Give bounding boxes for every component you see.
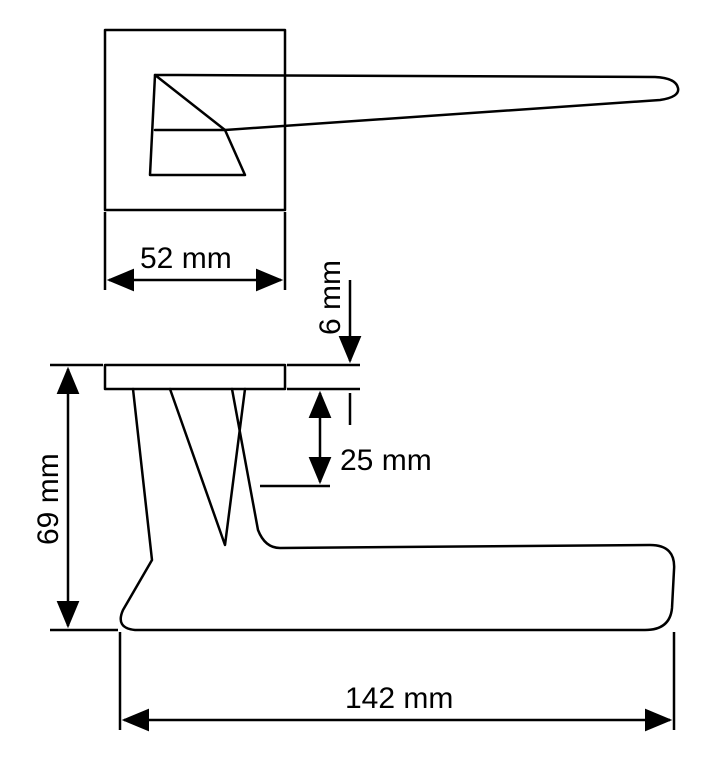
dim-label-plate-thickness: 6 mm [314, 260, 347, 335]
dim-label-length: 142 mm [345, 682, 453, 715]
dim-plate-thickness: 6 mm [287, 260, 360, 425]
technical-drawing: 52 mm 6 mm 25 mm 69 mm 142 m [0, 0, 722, 779]
dim-label-plate-width: 52 mm [140, 242, 232, 275]
dim-length: 142 mm [120, 632, 674, 730]
dim-label-neck-depth: 25 mm [340, 444, 432, 477]
dim-label-height: 69 mm [32, 453, 65, 545]
dim-neck-depth: 25 mm [260, 393, 432, 486]
dim-height: 69 mm [32, 365, 118, 630]
dimensions: 52 mm 6 mm 25 mm 69 mm 142 m [32, 212, 674, 730]
dim-plate-width: 52 mm [105, 212, 285, 290]
top-view [105, 30, 678, 210]
side-view [105, 365, 674, 630]
